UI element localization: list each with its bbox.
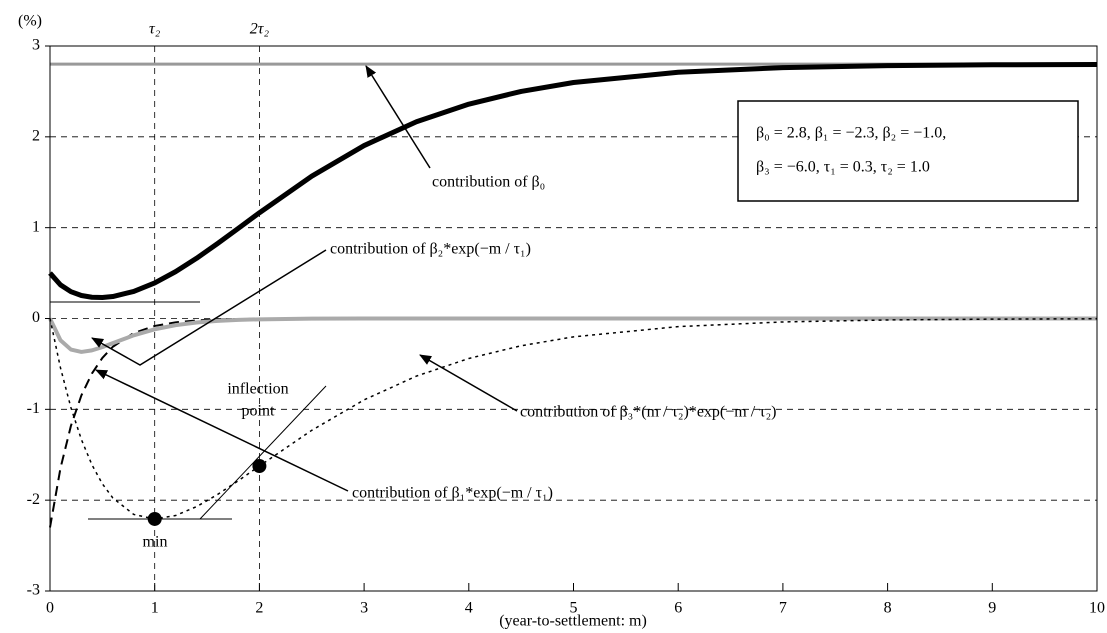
series-line xyxy=(48,316,1097,354)
x-tick-label: 8 xyxy=(884,600,892,617)
x-tick-label: 9 xyxy=(988,600,996,617)
y-tick-label: -1 xyxy=(27,400,40,417)
annotation: contribution of β₁*exp(−m / τ₁) xyxy=(352,485,553,502)
arrow xyxy=(91,249,327,366)
x-tick-label: 3 xyxy=(360,600,368,617)
x-axis-label: (year-to-settlement: m) xyxy=(499,613,647,630)
x-tick-label: 1 xyxy=(151,600,159,617)
annotation: contribution of β₂*exp(−m / τ₁) xyxy=(330,241,531,258)
lines xyxy=(48,61,1098,528)
y-tick-label: 1 xyxy=(32,218,40,235)
y-tick-label: 0 xyxy=(32,309,40,326)
parameter-text: β₃ = −6.0, τ₁ = 0.3, τ₂ = 1.0 xyxy=(756,159,930,176)
series-line xyxy=(49,318,1098,520)
y-tick-label: -2 xyxy=(27,491,40,508)
annotation: contribution of β₃*(m / τ₂)*exp(−m / τ₂) xyxy=(520,404,777,421)
parameter-text: β₀ = 2.8, β₁ = −2.3, β₂ = −1.0, xyxy=(756,125,946,142)
reference-label: 2τ₂ xyxy=(250,21,270,38)
arrow xyxy=(419,354,518,412)
y-tick-label: -3 xyxy=(27,582,40,599)
x-tick-label: 4 xyxy=(465,600,473,617)
point-label: point xyxy=(242,403,275,420)
annotation: contribution of β₀ xyxy=(432,174,545,191)
tangent-line xyxy=(199,385,327,520)
y-unit: (%) xyxy=(18,13,42,30)
key-point xyxy=(252,459,267,474)
arrow xyxy=(95,369,349,492)
series-line xyxy=(48,61,1098,301)
y-tick-label: 2 xyxy=(32,128,40,145)
arrow xyxy=(365,65,431,169)
point-label: inflection xyxy=(227,381,288,398)
x-tick-label: 6 xyxy=(674,600,682,617)
x-tick-label: 10 xyxy=(1089,600,1105,617)
y-tick-label: 3 xyxy=(32,37,40,54)
key-point xyxy=(147,511,162,526)
x-tick-label: 2 xyxy=(255,600,263,617)
x-tick-label: 0 xyxy=(46,600,54,617)
x-tick-label: 5 xyxy=(570,600,578,617)
point-label: min xyxy=(143,534,168,551)
reference-label: τ₂ xyxy=(149,21,161,38)
x-tick-label: 7 xyxy=(779,600,787,617)
parameter-box xyxy=(737,100,1079,202)
